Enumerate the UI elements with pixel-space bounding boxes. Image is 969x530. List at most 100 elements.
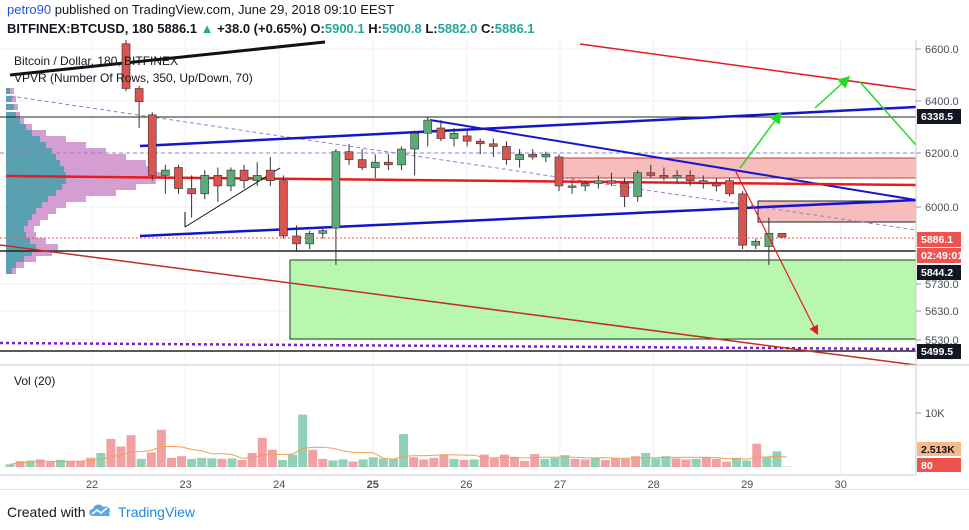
vpvr-row-up	[6, 256, 24, 262]
candle-up[interactable]	[752, 241, 760, 245]
candle-down[interactable]	[437, 128, 445, 139]
candle-down[interactable]	[293, 236, 301, 244]
volume-bar-up	[470, 459, 479, 467]
candle-up[interactable]	[161, 170, 169, 175]
candle-up[interactable]	[542, 154, 550, 157]
candle-down[interactable]	[279, 181, 287, 236]
volume-bar-down	[500, 455, 509, 467]
volume-bar-down	[66, 462, 75, 467]
price-chart[interactable]: Bitcoin / Dollar, 180, BITFINEX VPVR (Nu…	[0, 40, 969, 489]
candle-down[interactable]	[529, 154, 537, 157]
support-zone-green[interactable]	[290, 260, 916, 339]
candle-down[interactable]	[214, 175, 222, 186]
candle-down[interactable]	[240, 170, 248, 181]
candle-down[interactable]	[778, 233, 786, 237]
vpvr-row-up	[6, 154, 56, 160]
volume-bar-up	[228, 458, 237, 467]
candle-down[interactable]	[621, 183, 629, 196]
candle-down[interactable]	[686, 175, 694, 180]
published-text: published on TradingView.com, June 29, 2…	[55, 2, 394, 17]
volume-bar-down	[36, 459, 45, 467]
volume-bar-down	[702, 458, 711, 467]
volume-bar-down	[157, 430, 166, 467]
candle-down[interactable]	[555, 157, 563, 186]
candle-up[interactable]	[371, 162, 379, 167]
resistance-zone-upper[interactable]	[557, 158, 916, 178]
candle-up[interactable]	[581, 183, 589, 186]
candle-down[interactable]	[699, 181, 707, 184]
volume-bar-up	[762, 457, 771, 467]
volume-bar-up	[540, 459, 549, 467]
vpvr-row-up	[6, 178, 66, 184]
volume-bar-down	[460, 460, 469, 467]
candle-up[interactable]	[306, 233, 314, 244]
vpvr-row-up	[6, 184, 62, 190]
price-badge-label: 5886.1	[921, 234, 953, 246]
time-tick-label: 24	[273, 479, 285, 489]
candle-up[interactable]	[227, 170, 235, 186]
candle-up[interactable]	[516, 154, 524, 159]
candle-down[interactable]	[384, 162, 392, 165]
candle-down[interactable]	[607, 181, 615, 184]
open-value: 5900.1	[325, 21, 365, 36]
vpvr-legend: VPVR (Number Of Rows, 350, Up/Down, 70)	[14, 71, 253, 85]
tradingview-brand-link[interactable]: TradingView	[118, 504, 195, 520]
time-tick-label: 27	[554, 479, 566, 489]
candle-down[interactable]	[647, 173, 655, 176]
time-tick-label: 28	[647, 479, 659, 489]
change-value: +38.0 (+0.65%)	[217, 21, 307, 36]
high-value: 5900.8	[382, 21, 422, 36]
price-tick-label: 5630.0	[925, 306, 959, 318]
candle-up[interactable]	[634, 173, 642, 197]
candle-down[interactable]	[358, 160, 366, 168]
time-tick-label: 25	[367, 479, 379, 489]
author-link[interactable]: petro90	[7, 2, 51, 17]
candle-up[interactable]	[673, 175, 681, 178]
candle-down[interactable]	[148, 115, 156, 176]
candle-down[interactable]	[502, 146, 510, 159]
candle-up[interactable]	[411, 133, 419, 149]
candle-down[interactable]	[476, 141, 484, 144]
candle-up[interactable]	[450, 133, 458, 138]
volume-bar-down	[76, 461, 85, 467]
candle-down[interactable]	[345, 152, 353, 160]
volume-bar-down	[167, 458, 176, 467]
candle-down[interactable]	[489, 144, 497, 147]
volume-bar-down	[672, 458, 681, 467]
candle-down[interactable]	[739, 194, 747, 245]
candle-up[interactable]	[568, 186, 576, 188]
close-value: 5886.1	[495, 21, 535, 36]
candle-up[interactable]	[332, 152, 340, 228]
candle-up[interactable]	[765, 233, 773, 246]
candle-up[interactable]	[319, 231, 327, 234]
candle-down[interactable]	[174, 168, 182, 189]
volume-badge-label: 2.513K	[921, 444, 955, 456]
candle-up[interactable]	[594, 181, 602, 184]
volume-bar-up	[742, 461, 751, 467]
candle-down[interactable]	[660, 175, 668, 178]
volume-bar-down	[177, 456, 186, 467]
volume-legend: Vol (20)	[14, 374, 55, 388]
candle-down[interactable]	[463, 136, 471, 141]
candle-down[interactable]	[188, 189, 196, 194]
volume-bar-up	[137, 459, 146, 467]
candle-up[interactable]	[253, 175, 261, 180]
vpvr-row-up	[6, 196, 48, 202]
candle-down[interactable]	[266, 170, 274, 181]
volume-bar-down	[268, 450, 277, 467]
candle-up[interactable]	[424, 120, 432, 133]
volume-bar-up	[651, 458, 660, 467]
price-badge-label: 6338.5	[921, 111, 953, 123]
time-tick-label: 30	[835, 479, 847, 489]
volume-bar-up	[591, 458, 600, 467]
candle-down[interactable]	[726, 181, 734, 194]
candle-down[interactable]	[712, 183, 720, 186]
volume-bar-down	[520, 461, 529, 467]
time-tick-label: 23	[179, 479, 191, 489]
candle-up[interactable]	[201, 175, 209, 193]
price-badge-label: 02:49:01	[921, 250, 963, 262]
candle-down[interactable]	[135, 89, 143, 102]
price-tick-label: 5730.0	[925, 279, 959, 291]
candle-up[interactable]	[398, 149, 406, 165]
volume-bar-up	[197, 458, 206, 467]
